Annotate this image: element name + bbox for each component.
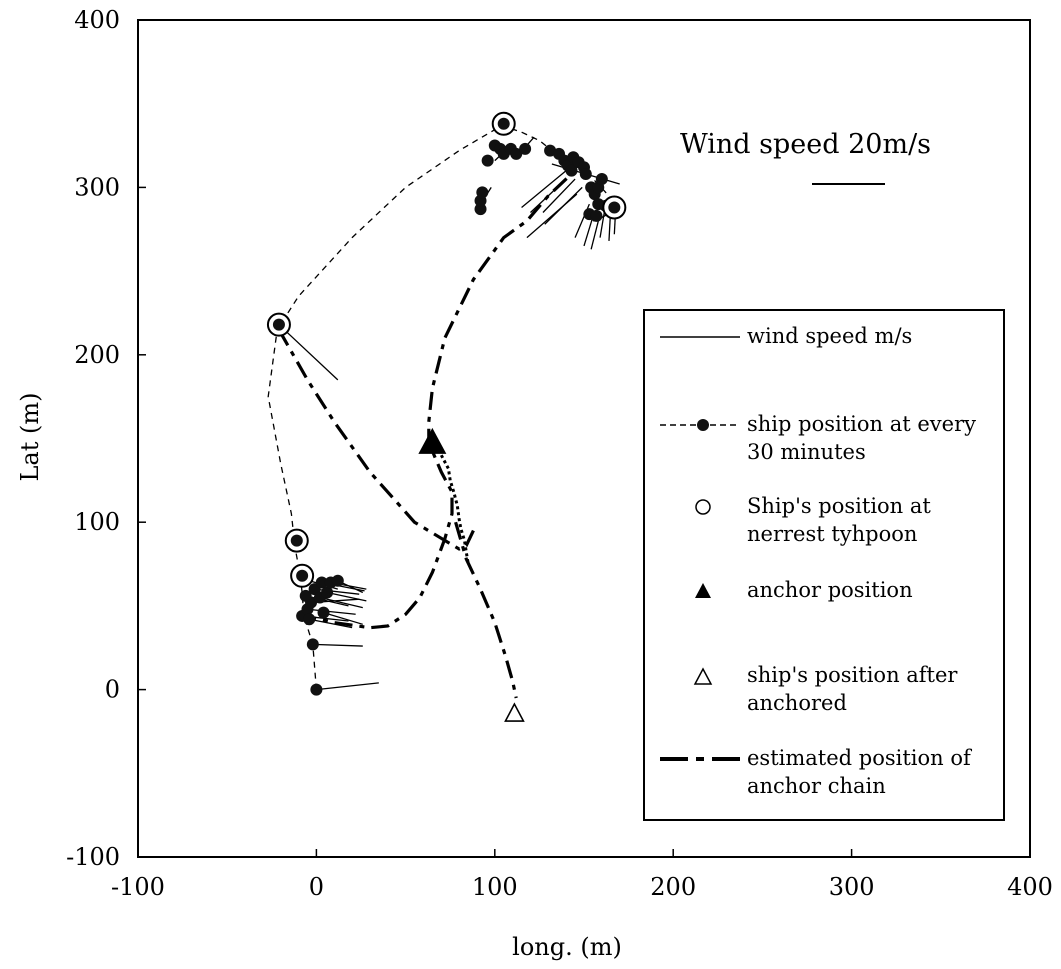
legend-anchor-text: anchor position <box>747 578 913 602</box>
wind-vector <box>319 596 363 609</box>
ship-position-point <box>321 586 334 599</box>
anchor-chain-line <box>298 172 573 630</box>
anchor-chain-line <box>277 328 475 551</box>
ship-position-point <box>474 203 487 216</box>
ship-position-point <box>331 574 344 587</box>
ship-position-point <box>595 173 608 186</box>
wind-vector <box>309 618 353 629</box>
legend-wind-text: wind speed m/s <box>747 324 912 348</box>
legend-item-wind: wind speed m/s <box>660 324 912 348</box>
legend-nearest-text-line2: nerrest tyhpoon <box>747 522 917 546</box>
x-tick-label: 200 <box>650 873 696 901</box>
legend-box <box>643 309 1005 821</box>
ship-position-point <box>476 186 489 199</box>
legend-item-after: ship's position after anchored <box>693 663 958 715</box>
x-axis-ticks: -100 0 100 200 300 400 <box>111 849 1053 901</box>
ship-position-point <box>299 589 312 602</box>
wind-vector <box>323 611 363 625</box>
x-tick-label: -100 <box>111 873 165 901</box>
legend-after-text-line2: anchored <box>747 691 847 715</box>
anchor-chain-line <box>454 521 518 699</box>
wind-vector <box>316 682 379 691</box>
legend-chain-text-line2: anchor chain <box>747 774 886 798</box>
legend-nearest-text-line1: Ship's position at <box>747 494 931 518</box>
nearest-typhoon-center <box>608 201 621 214</box>
series-layer <box>266 111 627 722</box>
anchor-position-marker <box>418 427 447 454</box>
wind-vector <box>542 178 576 213</box>
ship-position-point <box>510 147 523 160</box>
y-tick-label: 300 <box>74 173 120 201</box>
x-tick-label: 0 <box>309 873 324 901</box>
wind-vector <box>278 324 339 381</box>
wind-vector <box>312 643 363 647</box>
legend-item-nearest: Ship's position at nerrest tyhpoon <box>695 494 931 546</box>
nearest-typhoon-center <box>296 569 309 582</box>
ship-position-point <box>310 683 323 696</box>
wind-vector <box>326 591 367 602</box>
ship-position-point <box>565 164 578 177</box>
legend-chain-text-line1: estimated position of <box>747 746 973 770</box>
nearest-typhoon-center <box>497 117 510 130</box>
legend-anchor-marker <box>695 583 711 598</box>
y-tick-label: 100 <box>74 508 120 536</box>
y-tick-label: 0 <box>105 676 120 704</box>
ship-position-point <box>315 576 328 589</box>
ship-position-point <box>481 154 494 167</box>
ship-position-point <box>590 209 603 222</box>
ship-position-point <box>303 613 316 626</box>
y-axis-label: Lat (m) <box>16 392 44 481</box>
ship-position-point <box>306 638 319 651</box>
legend-after-text-line1: ship's position after <box>747 663 958 687</box>
legend-item-chain: estimated position of anchor chain <box>660 746 973 798</box>
wind-vector <box>521 170 567 208</box>
x-axis-label: long. (m) <box>512 933 622 961</box>
legend: wind speed m/s ship position at every 30… <box>643 309 1005 821</box>
y-tick-label: 400 <box>74 6 120 34</box>
wind-vector <box>307 608 356 615</box>
nearest-typhoon-center <box>272 318 285 331</box>
y-axis-ticks: -100 0 100 200 300 400 <box>66 6 146 871</box>
legend-item-ship: ship position at every 30 minutes <box>660 412 976 464</box>
legend-ship-text-line1: ship position at every <box>747 412 976 436</box>
legend-ship-marker <box>697 419 709 431</box>
ship-position-point <box>579 168 592 181</box>
nearest-typhoon-center <box>290 534 303 547</box>
legend-item-anchor: anchor position <box>695 578 913 602</box>
y-tick-label: -100 <box>66 843 120 871</box>
legend-nearest-marker <box>695 499 711 515</box>
wind-vector <box>526 193 578 239</box>
ship-position-point <box>317 606 330 619</box>
legend-ship-text-line2: 30 minutes <box>747 440 866 464</box>
ship-position-point <box>519 142 532 155</box>
x-tick-label: 400 <box>1007 873 1053 901</box>
after-anchored-marker <box>504 702 525 722</box>
wind-scale-label: Wind speed 20m/s <box>680 129 931 160</box>
y-tick-label: 200 <box>74 341 120 369</box>
legend-after-marker <box>693 667 713 685</box>
x-tick-label: 300 <box>829 873 875 901</box>
x-tick-label: 100 <box>472 873 518 901</box>
